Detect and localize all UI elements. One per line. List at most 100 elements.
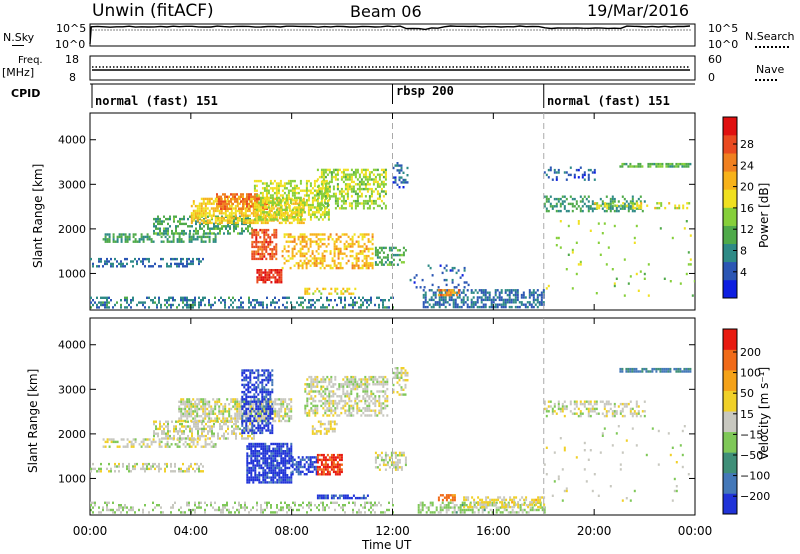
data-cell: [502, 303, 505, 306]
data-cell: [398, 169, 401, 172]
data-cell: [230, 204, 233, 208]
data-cell: [186, 412, 189, 415]
data-cell: [249, 374, 252, 377]
data-cell: [290, 476, 293, 479]
data-cell: [206, 443, 209, 446]
data-cell: [480, 289, 483, 292]
data-cell: [342, 190, 345, 193]
data-cell: [206, 221, 209, 225]
data-cell: [333, 240, 336, 243]
data-cell: [330, 287, 333, 291]
data-cell: [192, 209, 195, 213]
data-cell: [514, 296, 517, 299]
data-cell: [351, 235, 354, 239]
data-cell: [351, 240, 354, 243]
data-cell: [179, 422, 181, 426]
data-cell: [168, 240, 171, 243]
data-cell: [364, 199, 367, 203]
data-cell: [328, 187, 331, 191]
data-cell: [259, 236, 262, 239]
data-cell: [254, 469, 257, 472]
data-cell: [255, 386, 258, 389]
data-cell: [287, 233, 290, 236]
data-cell: [591, 207, 594, 210]
data-cell: [445, 283, 448, 287]
data-cell: [301, 266, 304, 270]
data-cell: [322, 195, 325, 198]
data-cell: [280, 214, 283, 217]
data-cell: [555, 171, 558, 174]
data-cell: [228, 214, 231, 217]
data-cell: [153, 420, 155, 423]
data-cell: [264, 269, 267, 272]
data-cell: [364, 195, 367, 198]
data-cell: [402, 261, 405, 264]
data-cell: [248, 202, 250, 206]
data-cell: [474, 289, 477, 292]
data-cell: [382, 299, 384, 302]
data-cell: [536, 289, 539, 292]
data-cell: [547, 176, 550, 179]
data-cell: [182, 470, 184, 473]
data-cell: [545, 200, 548, 203]
data-cell: [128, 465, 130, 468]
data-cell: [366, 183, 369, 186]
data-cell: [352, 171, 355, 174]
data-cell: [281, 266, 284, 270]
data-cell: [290, 450, 293, 453]
data-cell: [482, 298, 485, 302]
data-cell: [301, 201, 304, 204]
data-cell: [336, 287, 339, 291]
data-cell: [163, 220, 165, 223]
data-cell: [639, 195, 642, 198]
data-cell: [267, 393, 270, 396]
data-cell: [323, 233, 326, 236]
data-cell: [245, 217, 247, 221]
data-cell: [241, 371, 244, 375]
data-cell: [102, 265, 104, 268]
data-cell: [150, 299, 152, 302]
data-cell: [344, 202, 347, 205]
data-cell: [283, 245, 286, 248]
data-cell: [463, 281, 466, 284]
data-cell: [258, 481, 261, 484]
data-cell: [181, 217, 183, 221]
data-cell: [380, 207, 383, 210]
data-cell: [611, 197, 614, 201]
data-cell: [216, 216, 219, 220]
data-cell: [254, 403, 257, 406]
data-cell: [577, 263, 580, 266]
data-cell: [508, 305, 511, 309]
data-cell: [339, 252, 342, 255]
data-cell: [280, 457, 283, 460]
data-cell: [601, 232, 604, 235]
data-cell: [346, 287, 349, 291]
data-cell: [322, 168, 325, 172]
data-cell: [536, 301, 539, 304]
data-cell: [249, 417, 252, 420]
data-cell: [190, 405, 193, 408]
data-cell: [178, 303, 180, 307]
data-cell: [224, 214, 227, 217]
data-cell: [239, 215, 241, 218]
data-cell: [90, 467, 92, 471]
data-cell: [336, 197, 339, 200]
data-cell: [625, 162, 628, 166]
data-cell: [220, 221, 223, 225]
data-cell: [274, 469, 277, 472]
data-cell: [268, 450, 271, 453]
data-cell: [278, 209, 281, 213]
data-cell: [333, 252, 336, 255]
data-cell: [238, 410, 241, 413]
data-cell: [203, 229, 205, 233]
data-cell: [180, 398, 183, 401]
data-cell: [106, 303, 108, 307]
data-cell: [639, 270, 642, 273]
data-cell: [303, 262, 306, 265]
data-cell: [249, 381, 252, 384]
data-cell: [400, 169, 403, 172]
data-cell: [290, 457, 293, 460]
data-cell: [438, 291, 441, 294]
data-cell: [581, 173, 584, 177]
